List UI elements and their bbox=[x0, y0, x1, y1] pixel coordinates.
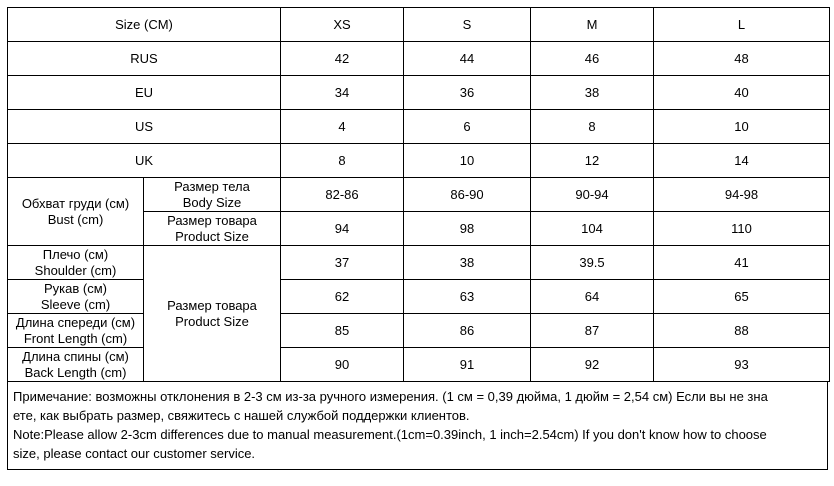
uk-value-m: 12 bbox=[530, 143, 654, 178]
shoulder-label-ru: Плечо (см) bbox=[42, 246, 109, 262]
note-box: Примечание: возможны отклонения в 2-3 см… bbox=[7, 380, 828, 470]
bust-product-size-label-ru: Размер товара bbox=[167, 212, 257, 228]
rus-value-l: 48 bbox=[653, 41, 830, 76]
note-line-ru-2: ете, как выбрать размер, свяжитесь с наш… bbox=[13, 407, 470, 423]
front-length-label: Длина спереди (см) Front Length (cm) bbox=[7, 313, 144, 348]
shoulder-label-en: Shoulder (cm) bbox=[34, 262, 117, 278]
note-line-ru-1: Примечание: возможны отклонения в 2-3 см… bbox=[13, 388, 768, 404]
rus-value-xs: 42 bbox=[280, 41, 404, 76]
shoulder-label: Плечо (см) Shoulder (cm) bbox=[7, 245, 144, 280]
eu-value-xs: 34 bbox=[280, 75, 404, 110]
sleeve-value-m: 64 bbox=[530, 279, 654, 314]
sleeve-label-ru: Рукав (см) bbox=[44, 280, 107, 296]
eu-label: EU bbox=[7, 75, 281, 110]
uk-label: UK bbox=[7, 143, 281, 178]
note-line-en-1: Note:Please allow 2-3cm differences due … bbox=[13, 426, 767, 442]
eu-value-m: 38 bbox=[530, 75, 654, 110]
front-length-value-l: 88 bbox=[653, 313, 830, 348]
table-row-eu: EU 34 36 38 40 bbox=[7, 75, 830, 110]
back-length-value-xs: 90 bbox=[280, 347, 404, 382]
us-value-s: 6 bbox=[403, 109, 531, 144]
uk-value-s: 10 bbox=[403, 143, 531, 178]
back-length-value-m: 92 bbox=[530, 347, 654, 382]
bust-product-size-value-l: 110 bbox=[653, 211, 830, 246]
table-row-back-length: Длина спины (см) Back Length (cm) 90 91 … bbox=[7, 347, 830, 382]
product-size-group-label-ru: Размер товара bbox=[167, 297, 257, 313]
body-size-label-ru: Размер тела bbox=[174, 178, 250, 194]
body-size-value-xs: 82-86 bbox=[280, 177, 404, 212]
shoulder-value-s: 38 bbox=[403, 245, 531, 280]
bust-product-size-value-m: 104 bbox=[530, 211, 654, 246]
front-length-value-m: 87 bbox=[530, 313, 654, 348]
size-header-label: Size (CM) bbox=[7, 7, 281, 42]
back-length-value-l: 93 bbox=[653, 347, 830, 382]
sleeve-label: Рукав (см) Sleeve (cm) bbox=[7, 279, 144, 314]
table-row-body-size: Обхват груди (см) Bust (cm) Размер тела … bbox=[7, 177, 830, 246]
table-row-bust-product-size: Размер товара Product Size 94 98 104 110 bbox=[8, 211, 830, 246]
table-row-uk: UK 8 10 12 14 bbox=[7, 143, 830, 178]
body-size-label-en: Body Size bbox=[182, 194, 242, 210]
size-table: Size (CM) XS S M L RUS 42 44 46 48 EU 34… bbox=[7, 7, 830, 382]
rus-label: RUS bbox=[7, 41, 281, 76]
table-row-sleeve: Рукав (см) Sleeve (cm) 62 63 64 65 bbox=[7, 279, 830, 314]
front-length-label-ru: Длина спереди (см) bbox=[15, 314, 136, 330]
eu-value-s: 36 bbox=[403, 75, 531, 110]
product-size-group-label-en: Product Size bbox=[175, 313, 249, 329]
body-size-label: Размер тела Body Size bbox=[143, 177, 281, 212]
table-row-us: US 4 6 8 10 bbox=[7, 109, 830, 144]
note-line-en-2: size, please contact our customer servic… bbox=[13, 445, 256, 461]
bust-product-size-label: Размер товара Product Size bbox=[143, 211, 281, 246]
bust-product-size-value-s: 98 bbox=[403, 211, 531, 246]
bust-product-size-value-xs: 94 bbox=[280, 211, 404, 246]
rus-value-s: 44 bbox=[403, 41, 531, 76]
body-size-value-m: 90-94 bbox=[530, 177, 654, 212]
size-col-s: S bbox=[403, 7, 531, 42]
bust-product-size-label-en: Product Size bbox=[175, 228, 249, 244]
sleeve-label-en: Sleeve (cm) bbox=[40, 296, 111, 312]
size-col-l: L bbox=[653, 7, 830, 42]
table-row-rus: RUS 42 44 46 48 bbox=[7, 41, 830, 76]
back-length-label-en: Back Length (cm) bbox=[24, 364, 127, 380]
uk-value-l: 14 bbox=[653, 143, 830, 178]
shoulder-value-xs: 37 bbox=[280, 245, 404, 280]
table-row-front-length: Длина спереди (см) Front Length (cm) 85 … bbox=[7, 313, 830, 348]
sleeve-value-l: 65 bbox=[653, 279, 830, 314]
back-length-label: Длина спины (см) Back Length (cm) bbox=[7, 347, 144, 382]
sleeve-value-xs: 62 bbox=[280, 279, 404, 314]
us-value-m: 8 bbox=[530, 109, 654, 144]
uk-value-xs: 8 bbox=[280, 143, 404, 178]
back-length-label-ru: Длина спины (см) bbox=[22, 348, 129, 364]
front-length-value-s: 86 bbox=[403, 313, 531, 348]
shoulder-value-l: 41 bbox=[653, 245, 830, 280]
us-value-xs: 4 bbox=[280, 109, 404, 144]
front-length-value-xs: 85 bbox=[280, 313, 404, 348]
front-length-label-en: Front Length (cm) bbox=[23, 330, 128, 346]
size-chart: Size (CM) XS S M L RUS 42 44 46 48 EU 34… bbox=[7, 7, 830, 470]
bust-label-en: Bust (cm) bbox=[47, 211, 104, 227]
body-size-value-s: 86-90 bbox=[403, 177, 531, 212]
shoulder-value-m: 39.5 bbox=[530, 245, 654, 280]
rus-value-m: 46 bbox=[530, 41, 654, 76]
us-value-l: 10 bbox=[653, 109, 830, 144]
product-size-group-label: Размер товара Product Size bbox=[143, 245, 281, 382]
bust-label: Обхват груди (см) Bust (cm) bbox=[7, 177, 144, 246]
eu-value-l: 40 bbox=[653, 75, 830, 110]
back-length-value-s: 91 bbox=[403, 347, 531, 382]
table-row-header: Size (CM) XS S M L bbox=[7, 7, 830, 42]
us-label: US bbox=[7, 109, 281, 144]
table-row-shoulder: Плечо (см) Shoulder (cm) Размер товара P… bbox=[7, 245, 830, 382]
size-col-xs: XS bbox=[280, 7, 404, 42]
size-col-m: M bbox=[530, 7, 654, 42]
bust-label-ru: Обхват груди (см) bbox=[21, 195, 130, 211]
sleeve-value-s: 63 bbox=[403, 279, 531, 314]
body-size-value-l: 94-98 bbox=[653, 177, 830, 212]
